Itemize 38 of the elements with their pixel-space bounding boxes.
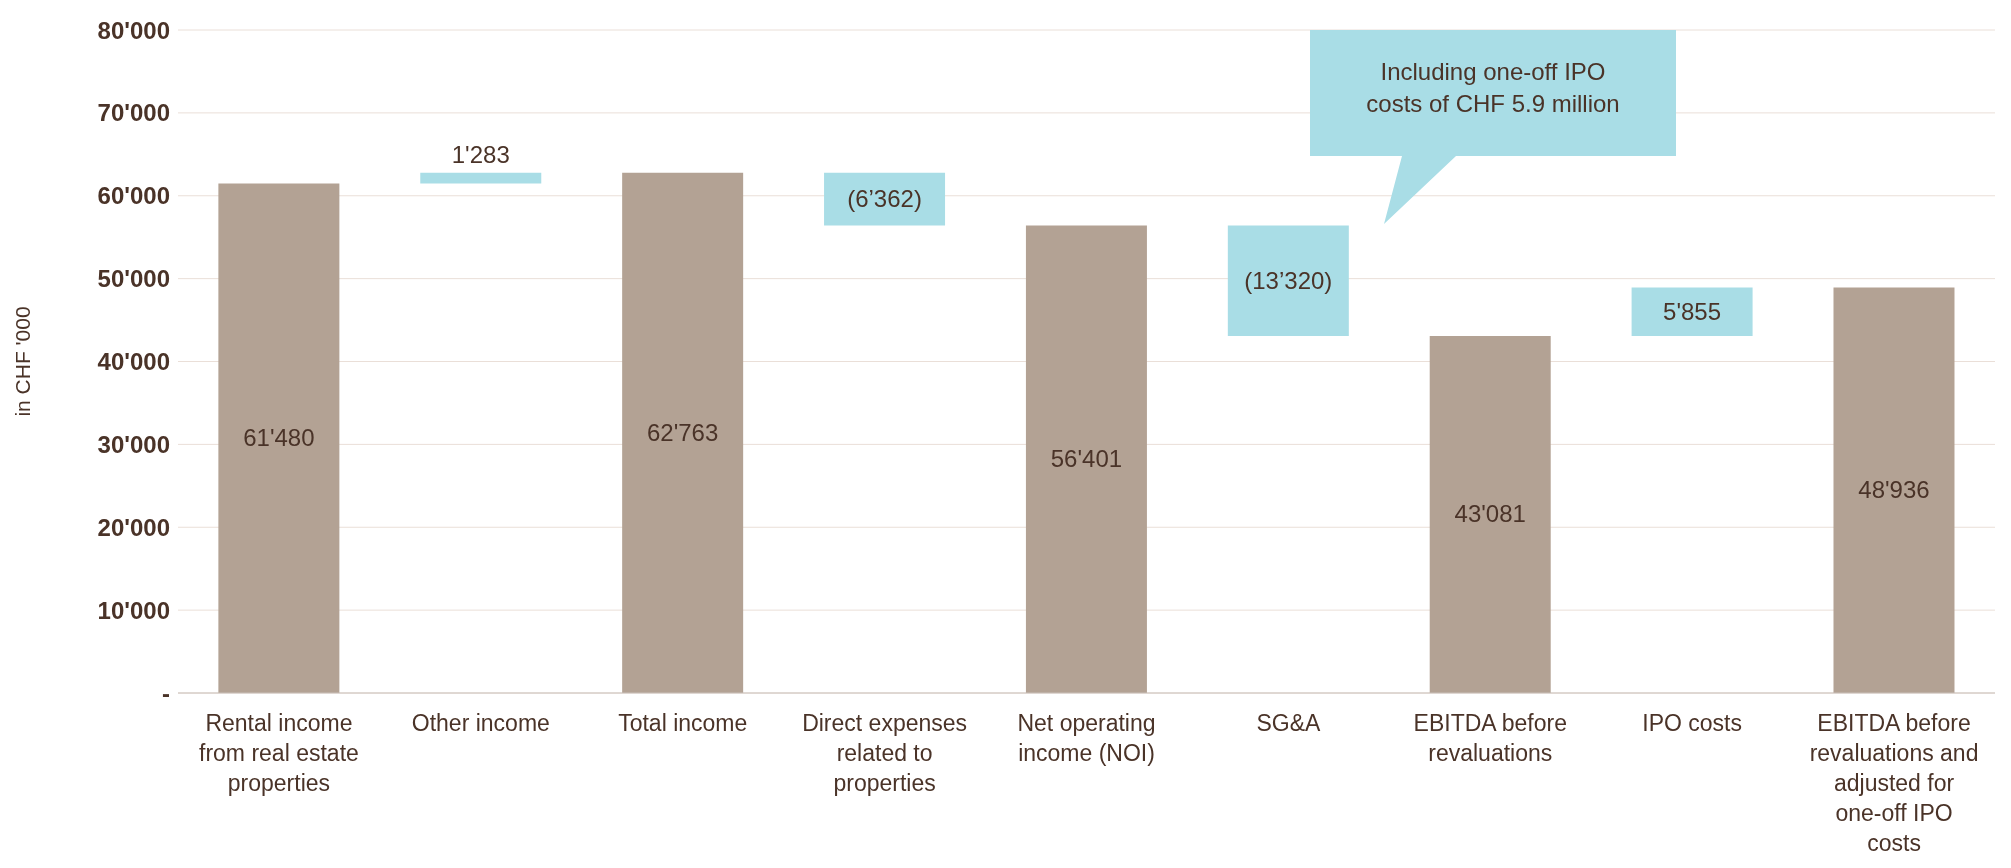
bar [1227,225,1349,336]
bar [1429,335,1551,693]
data-label: 56'401 [1050,445,1123,473]
y-tick-label: 10'000 [97,596,170,624]
x-tick-label: Net operating income (NOI) [1017,710,1156,766]
bar [1025,225,1147,693]
bar [622,172,744,693]
y-tick-label: 60'000 [97,182,170,210]
data-label: (13’320) [1244,266,1333,294]
y-tick-label: 50'000 [97,265,170,293]
data-label: (6’362) [847,185,922,213]
annotation: Including one-off IPO costs of CHF 5.9 million [1366,58,1620,117]
x-tick-label: Other income [411,710,550,736]
y-tick-label: 30'000 [97,430,170,458]
y-tick-label: 40'000 [97,348,170,376]
data-label: 43'081 [1454,500,1526,528]
bar [824,172,946,226]
data-label: 1'283 [451,140,510,168]
data-label: 5'855 [1663,297,1722,325]
bar [1631,287,1753,336]
x-tick-label: Rental income from real estate properties [199,710,359,796]
bar [420,172,542,184]
x-tick-label: Direct expenses related to properties [802,710,968,796]
y-tick-label: 80'000 [97,16,170,44]
x-tick-label: SG&A [1256,710,1321,736]
bar [1833,287,1955,693]
y-axis-title: in CHF '000 [11,306,35,417]
y-tick-label: - [162,679,170,707]
y-tick-label: 20'000 [97,513,170,541]
data-label: 62'763 [646,418,719,446]
x-tick-label: EBITDA before revaluations and adjusted for one-off IPO costs [1809,710,1979,856]
x-tick-label: IPO costs [1642,710,1743,736]
data-label: 48'936 [1858,476,1930,504]
x-tick-label: Total income [618,710,748,736]
data-label: 61'480 [243,424,315,452]
bar [218,183,340,693]
x-tick-label: EBITDA before revaluations [1413,710,1567,766]
y-tick-label: 70'000 [97,99,170,127]
